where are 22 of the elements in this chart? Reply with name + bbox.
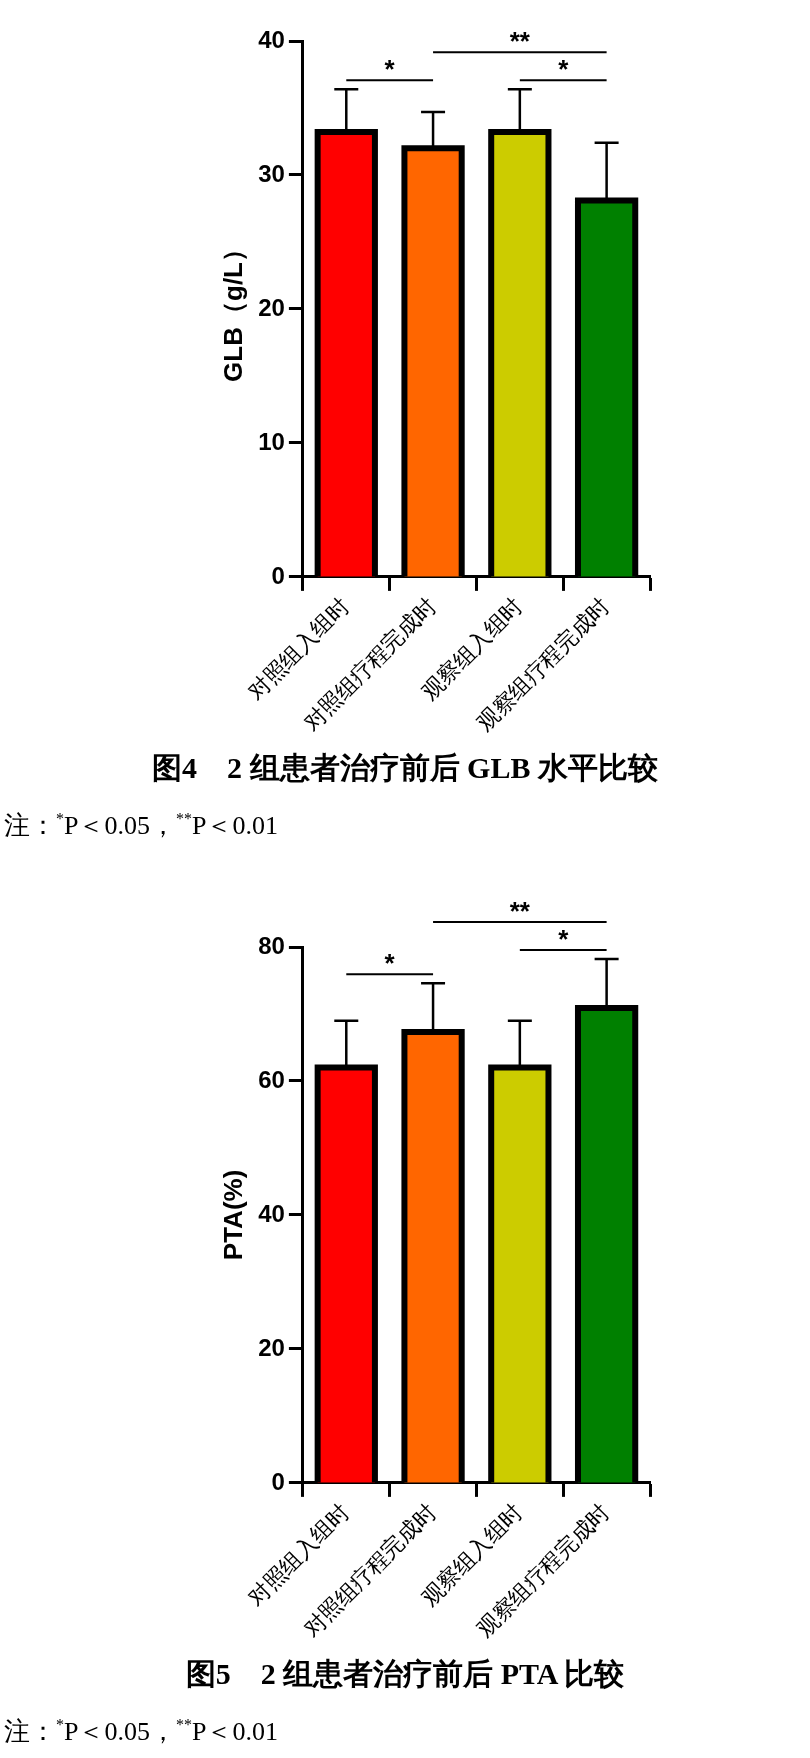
y-axis-title: PTA(%) [217,1169,248,1261]
y-axis-title: GLB（g/L） [217,236,248,382]
annotation: * [384,948,396,979]
text: 图4 2 组患者治疗前后 GLB 水平比较 [151,750,659,786]
y-tick-label: 10 [258,427,285,455]
text: ** [509,896,531,927]
y-tick-label: 80 [258,931,285,959]
y-tick-label: 60 [258,1065,285,1093]
y-tick-label: 40 [258,25,285,53]
annotation: * [558,54,570,85]
y-tick-label: 40 [258,1199,285,1227]
y-tick-label: 30 [258,159,285,187]
annotation: ** [509,26,531,57]
annotation: * [384,54,396,85]
text: 注：$^{*}$P＜0.05，$^{**}$P＜0.01 [4,809,278,842]
text: 图5 2 组患者治疗前后 PTA 比较 [184,1656,626,1692]
y-tick-label: 0 [271,561,285,589]
text: 注：$^{*}$P＜0.05，$^{**}$P＜0.01 [4,1715,278,1748]
y-tick-label: 20 [258,293,285,321]
y-tick-label: 20 [258,1333,285,1361]
y-tick-label: 0 [271,1467,285,1495]
annotation: * [558,924,570,955]
